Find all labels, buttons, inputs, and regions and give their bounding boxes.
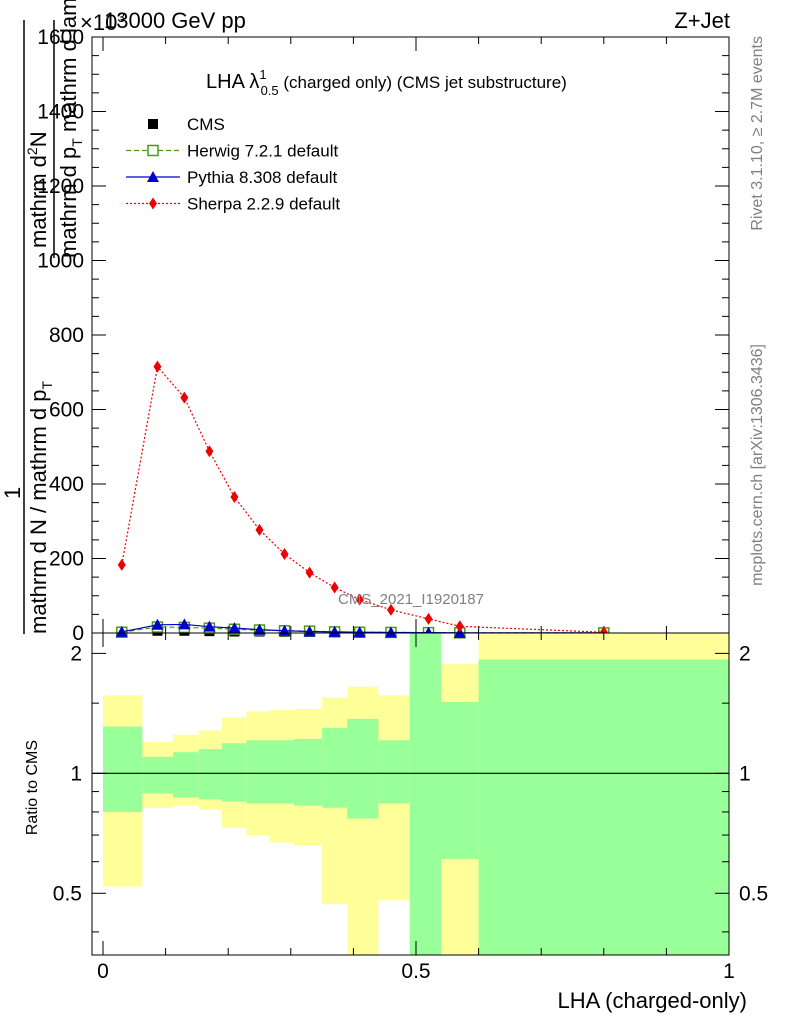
data-point	[305, 566, 314, 579]
y-tick-label: 0	[72, 622, 84, 645]
data-point	[386, 603, 395, 616]
legend-label: Herwig 7.2.1 default	[187, 142, 338, 161]
ratio-y-axis-label: Ratio to CMS	[24, 740, 41, 835]
mcplots-label: mcplots.cern.ch [arXiv:1306.3436]	[749, 344, 766, 586]
ratio-y-tick-label-right: 2	[739, 642, 751, 665]
data-point	[203, 620, 216, 632]
legend-entry: Sherpa 2.2.9 default	[126, 195, 340, 214]
legend: CMS Herwig 7.2.1 default Pythia 8.308 defa…	[126, 115, 340, 214]
stat-uncertainty-band	[142, 756, 174, 794]
data-point	[424, 612, 433, 625]
main-axis-ticks: 0 200 400 600 800 1000 1200 1400 1600	[37, 26, 730, 645]
main-series-layer	[115, 360, 610, 639]
x-axis-label: LHA (charged-only)	[557, 988, 747, 1013]
svg-text:mathrm d2N: mathrm d2N	[24, 131, 51, 248]
y-tick-label: 200	[49, 548, 84, 571]
main-y-axis-label: mathrm d2N mathrm d pT mathrm d lambda 1…	[0, 0, 85, 634]
stat-uncertainty-band	[441, 702, 479, 859]
beam-energy-label: 13000 GeV pp	[104, 8, 246, 33]
legend-label: Pythia 8.308 default	[187, 168, 338, 187]
stat-uncertainty-band	[293, 738, 323, 806]
data-point	[328, 625, 341, 637]
stat-uncertainty-band	[221, 743, 247, 802]
ratio-axis-ticks: 0.5 0.5 1 1 2 2 0 0.5 1	[53, 633, 768, 983]
svg-text:mathrm d pT mathrm d lambda: mathrm d pT mathrm d lambda	[56, 0, 85, 258]
data-point	[303, 625, 316, 637]
data-point	[253, 623, 266, 635]
ratio-y-tick-label: 2	[70, 642, 82, 665]
y-tick-label: 1600	[37, 26, 84, 49]
series-3	[117, 360, 608, 639]
stat-uncertainty-band	[198, 749, 222, 800]
ratio-y-tick-label: 0.5	[53, 882, 82, 905]
data-point	[178, 618, 191, 630]
data-point	[228, 622, 241, 634]
data-point	[330, 581, 339, 594]
legend-label: CMS	[187, 115, 225, 134]
svg-text:1: 1	[0, 487, 25, 499]
data-point	[355, 593, 364, 606]
ratio-frame	[91, 632, 730, 956]
stat-uncertainty-band	[347, 718, 379, 819]
stat-uncertainty-band	[103, 726, 143, 812]
data-point	[453, 626, 466, 638]
y-tick-label: 1000	[37, 250, 84, 273]
data-point	[205, 445, 214, 458]
y-tick-label: 800	[49, 324, 84, 347]
data-point	[147, 171, 159, 182]
data-point	[151, 618, 164, 630]
stat-uncertainty-band	[409, 633, 442, 955]
stat-uncertainty-band	[269, 740, 294, 804]
data-point	[148, 119, 158, 129]
y-tick-label: 600	[49, 399, 84, 422]
rivet-label: Rivet 3.1.10, ≥ 2.7M events	[749, 36, 766, 231]
data-point	[384, 626, 397, 638]
analysis-watermark: CMS_2021_I1920187	[338, 591, 484, 608]
data-point	[455, 620, 464, 633]
ratio-uncertainty-bands	[103, 633, 729, 955]
exponent-label: ×103	[80, 9, 125, 35]
data-point	[117, 558, 126, 571]
data-point	[149, 197, 157, 210]
ratio-plot: 0.5 0.5 1 1 2 2 0 0.5 1 Ratio to CMS LHA (charge…	[24, 632, 768, 1013]
data-point	[115, 625, 128, 637]
x-tick-label: 0.5	[401, 960, 430, 983]
stat-uncertainty-band	[378, 740, 410, 804]
ratio-y-tick-label-right: 0.5	[739, 882, 768, 905]
legend-entry: CMS	[148, 115, 225, 134]
stat-uncertainty-band	[246, 740, 270, 804]
data-point	[353, 626, 366, 638]
data-point	[280, 548, 289, 561]
main-plot: 0 200 400 600 800 1000 1200 1400 1600 LHA λ1 0.5 …	[0, 0, 730, 645]
plot-title: LHA λ1 0.5 (charged only) (CMS jet substr…	[206, 67, 567, 98]
svg-text:mathrm d N / mathrm d pT: mathrm d N / mathrm d pT	[26, 380, 55, 634]
series-line	[121, 365, 604, 633]
process-label: Z+Jet	[674, 8, 730, 33]
data-point	[180, 391, 189, 404]
stat-uncertainty-band	[478, 659, 729, 955]
stat-uncertainty-band	[322, 727, 348, 808]
y-tick-label: 400	[49, 473, 84, 496]
data-point	[153, 360, 162, 373]
x-tick-label: 0	[97, 960, 109, 983]
y-tick-label: 1400	[37, 101, 84, 124]
data-point	[255, 523, 264, 536]
stat-uncertainty-band	[173, 752, 199, 798]
ratio-y-tick-label-right: 1	[739, 762, 751, 785]
data-point	[230, 491, 239, 504]
ratio-y-tick-label: 1	[70, 762, 82, 785]
legend-label: Sherpa 2.2.9 default	[187, 195, 340, 214]
x-tick-label: 1	[723, 960, 735, 983]
y-tick-label: 1200	[37, 175, 84, 198]
legend-entry: Herwig 7.2.1 default	[126, 142, 338, 161]
data-point	[147, 144, 159, 157]
legend-entry: Pythia 8.308 default	[126, 168, 338, 187]
